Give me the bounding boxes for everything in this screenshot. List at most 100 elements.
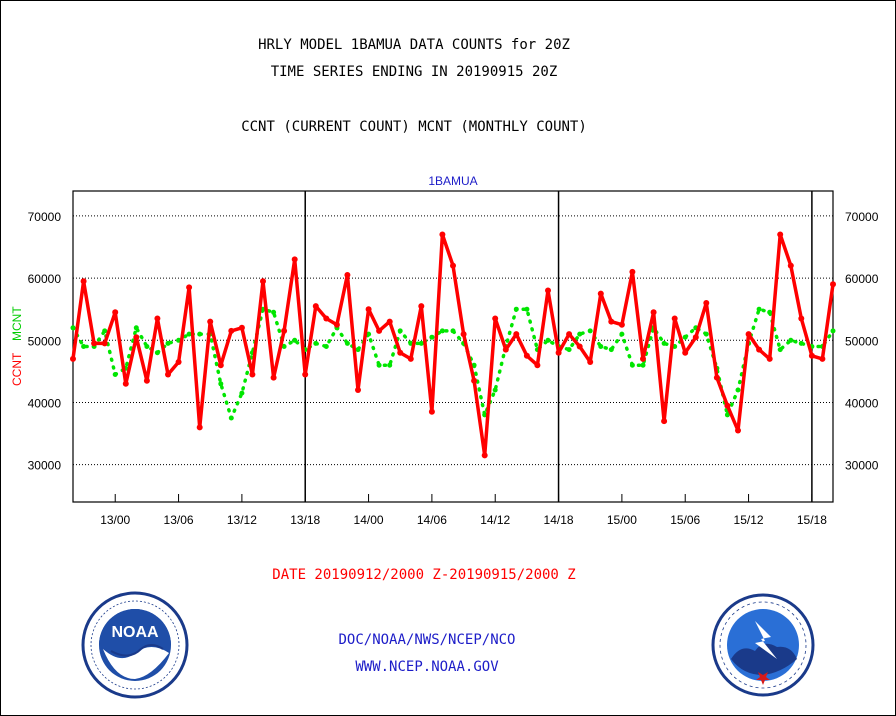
- data-point-mcnt: [281, 344, 287, 349]
- chart-title-line2: TIME SERIES ENDING IN 20190915 20Z: [270, 64, 558, 80]
- y-tick-label-right: 60000: [845, 272, 879, 286]
- data-point-ccnt: [492, 315, 499, 322]
- data-point-ccnt: [260, 278, 266, 285]
- x-tick-label: 15/00: [607, 513, 637, 527]
- data-point-ccnt: [460, 331, 467, 338]
- x-tick-label: 13/18: [290, 513, 320, 527]
- data-point-ccnt: [112, 309, 119, 316]
- data-point-mcnt: [418, 340, 424, 346]
- data-point-ccnt: [523, 352, 530, 359]
- data-point-mcnt: [513, 306, 519, 312]
- data-point-ccnt: [439, 231, 446, 238]
- data-point-ccnt: [692, 334, 699, 341]
- data-point-ccnt: [80, 278, 87, 285]
- data-point-mcnt: [144, 344, 150, 349]
- plot-title: 1BAMUA: [428, 174, 477, 188]
- nws-logo: [711, 593, 815, 697]
- data-point-mcnt: [366, 331, 372, 337]
- data-point-mcnt: [619, 331, 625, 337]
- data-point-mcnt: [133, 325, 139, 331]
- data-point-mcnt: [239, 390, 245, 396]
- data-point-mcnt: [323, 344, 329, 349]
- data-point-mcnt: [777, 347, 783, 353]
- data-point-mcnt: [387, 362, 393, 368]
- data-point-ccnt: [724, 402, 731, 409]
- series-line-mcnt: [71, 307, 835, 420]
- data-series: [70, 231, 836, 459]
- data-point-mcnt: [439, 328, 445, 334]
- data-point-mcnt: [228, 415, 234, 421]
- data-point-ccnt: [534, 362, 541, 369]
- data-point-mcnt: [429, 334, 435, 340]
- x-tick-label: 13/00: [100, 513, 130, 527]
- data-point-mcnt: [524, 306, 530, 312]
- data-point-ccnt: [798, 315, 805, 322]
- chart-title-line3: CCNT (CURRENT COUNT) MCNT (MONTHLY COUNT…: [241, 119, 587, 135]
- data-point-ccnt: [735, 427, 741, 434]
- data-point-ccnt: [249, 371, 256, 378]
- y-axis-label-ccnt: CCNT: [10, 352, 24, 386]
- data-point-ccnt: [312, 303, 319, 310]
- data-point-mcnt: [830, 328, 836, 334]
- data-point-ccnt: [513, 331, 520, 338]
- data-point-mcnt: [682, 334, 688, 340]
- data-point-ccnt: [154, 315, 161, 322]
- data-point-ccnt: [450, 262, 456, 269]
- data-point-mcnt: [165, 340, 171, 346]
- data-point-mcnt: [355, 347, 361, 353]
- data-point-ccnt: [661, 418, 668, 425]
- data-point-ccnt: [682, 349, 689, 356]
- series-ccnt: [70, 231, 836, 459]
- x-tick-label: 14/18: [544, 513, 574, 527]
- data-point-mcnt: [598, 344, 604, 349]
- x-tick-label: 13/06: [164, 513, 194, 527]
- data-point-ccnt: [650, 309, 657, 316]
- data-point-ccnt: [376, 327, 383, 334]
- data-point-mcnt: [271, 309, 277, 315]
- data-point-ccnt: [207, 318, 214, 325]
- data-point-mcnt: [545, 337, 551, 343]
- data-point-ccnt: [830, 281, 836, 288]
- data-point-ccnt: [766, 355, 773, 362]
- data-point-ccnt: [323, 315, 330, 322]
- data-point-ccnt: [481, 452, 488, 459]
- data-point-mcnt: [629, 362, 635, 368]
- data-point-mcnt: [102, 328, 108, 334]
- x-tick-label: 13/12: [227, 513, 257, 527]
- data-point-mcnt: [756, 306, 762, 312]
- data-point-mcnt: [587, 328, 593, 334]
- data-point-ccnt: [270, 374, 277, 381]
- y-tick-label-right: 40000: [845, 396, 879, 410]
- x-tick-label: 15/18: [797, 513, 827, 527]
- data-point-ccnt: [576, 343, 583, 350]
- data-point-ccnt: [566, 331, 573, 338]
- data-point-ccnt: [777, 231, 784, 238]
- x-tick-label: 15/12: [734, 513, 764, 527]
- data-point-mcnt: [70, 325, 76, 331]
- data-point-ccnt: [196, 424, 203, 431]
- data-point-ccnt: [101, 340, 108, 347]
- y-tick-label-left: 40000: [28, 396, 62, 410]
- data-point-ccnt: [640, 355, 646, 362]
- plot-frame: [72, 190, 834, 503]
- data-point-mcnt: [471, 362, 477, 368]
- series-mcnt: [70, 306, 836, 421]
- data-point-ccnt: [756, 346, 763, 353]
- data-point-mcnt: [218, 381, 224, 387]
- data-point-ccnt: [91, 340, 98, 347]
- x-axis-ticks: 13/00 13/06 13/12 13/18 14/00 14/06 14/12 14/18…: [100, 494, 827, 527]
- data-point-mcnt: [81, 344, 87, 349]
- x-tick-label: 14/12: [480, 513, 510, 527]
- data-point-ccnt: [745, 331, 752, 338]
- data-point-ccnt: [618, 321, 625, 328]
- data-point-ccnt: [587, 359, 594, 365]
- data-point-mcnt: [735, 387, 741, 393]
- data-point-mcnt: [197, 331, 203, 337]
- data-point-ccnt: [819, 355, 826, 362]
- y-tick-label-right: 50000: [845, 334, 879, 348]
- data-point-ccnt: [545, 287, 551, 294]
- y-tick-label-left: 30000: [28, 459, 62, 473]
- data-point-mcnt: [344, 340, 350, 346]
- data-point-ccnt: [355, 387, 361, 393]
